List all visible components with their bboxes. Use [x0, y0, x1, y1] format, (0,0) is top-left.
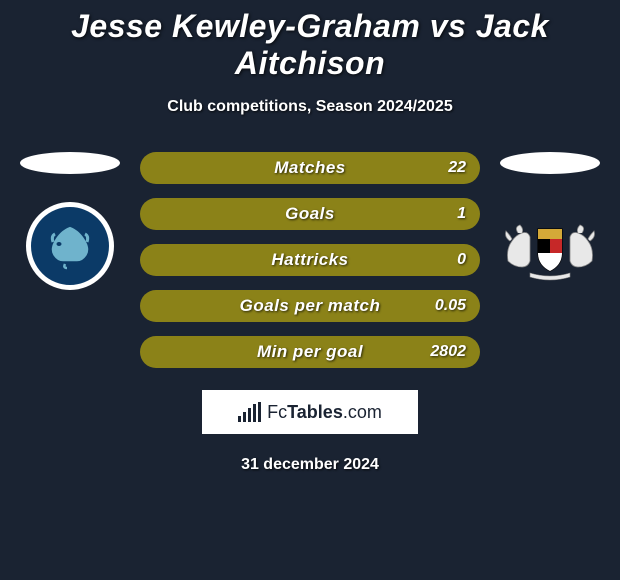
stat-right-value: 0.05 — [435, 297, 466, 315]
brand-box[interactable]: FcTables.com — [202, 390, 418, 434]
left-player-marker — [20, 152, 120, 174]
stat-label: Min per goal — [257, 342, 363, 362]
stat-right-value: 0 — [457, 251, 466, 269]
stat-label: Goals — [285, 204, 335, 224]
stat-right-value: 22 — [448, 159, 466, 177]
stat-right-value: 1 — [457, 205, 466, 223]
left-player-col — [20, 152, 120, 290]
exeter-badge-icon — [500, 211, 600, 281]
stat-label: Matches — [274, 158, 346, 178]
stat-right-value: 2802 — [430, 343, 466, 361]
stat-row-goals-per-match: Goals per match 0.05 — [140, 290, 480, 322]
stat-label: Goals per match — [240, 296, 381, 316]
stats-column: Matches 22 Goals 1 Hattricks 0 Goals per… — [140, 152, 480, 368]
right-player-marker — [500, 152, 600, 174]
stat-row-goals: Goals 1 — [140, 198, 480, 230]
main-area: Matches 22 Goals 1 Hattricks 0 Goals per… — [0, 152, 620, 368]
right-club-badge — [506, 202, 594, 290]
brand-label: FcTables.com — [267, 402, 382, 423]
date-line: 31 december 2024 — [0, 456, 620, 474]
stat-row-min-per-goal: Min per goal 2802 — [140, 336, 480, 368]
subtitle: Club competitions, Season 2024/2025 — [0, 98, 620, 116]
stat-label: Hattricks — [271, 250, 348, 270]
page-title: Jesse Kewley-Graham vs Jack Aitchison — [0, 8, 620, 82]
chart-icon — [238, 402, 261, 422]
comparison-card: Jesse Kewley-Graham vs Jack Aitchison Cl… — [0, 0, 620, 474]
left-club-badge — [26, 202, 114, 290]
wycombe-badge-icon — [26, 202, 114, 290]
stat-row-matches: Matches 22 — [140, 152, 480, 184]
right-player-col — [500, 152, 600, 290]
stat-row-hattricks: Hattricks 0 — [140, 244, 480, 276]
